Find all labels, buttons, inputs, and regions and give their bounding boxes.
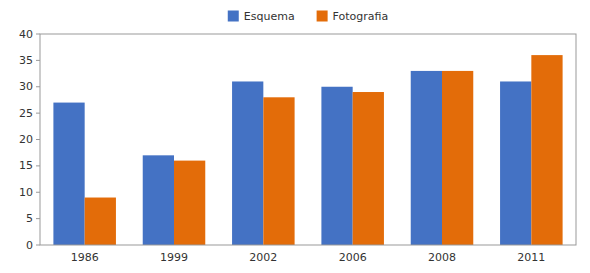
x-tick-label: 1999 [160, 251, 188, 264]
bar [53, 103, 84, 245]
y-tick [36, 86, 40, 87]
y-tick-label: 40 [19, 28, 33, 41]
x-tick-label: 2006 [339, 251, 367, 264]
legend-item: Esquema [228, 10, 295, 23]
legend-swatch [317, 11, 328, 22]
y-tick [36, 192, 40, 193]
bar [174, 161, 205, 245]
bar [411, 71, 442, 245]
y-tick-label: 25 [19, 107, 33, 120]
legend-swatch [228, 11, 239, 22]
bar [143, 155, 174, 245]
bar [85, 198, 116, 245]
y-tick-label: 10 [19, 186, 33, 199]
bar [321, 87, 352, 245]
legend: Esquema Fotografia [228, 10, 388, 23]
y-tick [36, 34, 40, 35]
legend-label: Esquema [244, 10, 295, 23]
bar [232, 81, 263, 245]
chart-container: 0 5 10 15 20 25 30 35 40 1986 1999 2002 2006 2008 2011… [0, 0, 590, 273]
x-tick-label: 2002 [249, 251, 277, 264]
y-tick-label: 15 [19, 159, 33, 172]
x-axis: 1986 1999 2002 2006 2008 2011 [71, 251, 546, 264]
y-tick [36, 165, 40, 166]
y-tick [36, 60, 40, 61]
bar [263, 97, 294, 245]
legend-item: Fotografia [317, 10, 389, 23]
y-axis: 0 5 10 15 20 25 30 35 40 [19, 28, 40, 252]
bars [53, 55, 562, 245]
bar [500, 81, 531, 245]
y-tick-label: 0 [26, 239, 33, 252]
plot-frame [40, 34, 576, 245]
bar [442, 71, 473, 245]
y-tick [36, 113, 40, 114]
x-tick-label: 2008 [428, 251, 456, 264]
y-tick-label: 5 [26, 212, 33, 225]
y-tick [36, 218, 40, 219]
x-tick-label: 2011 [517, 251, 545, 264]
legend-label: Fotografia [333, 10, 389, 23]
chart-svg: 0 5 10 15 20 25 30 35 40 1986 1999 2002 2006 2008 2011… [0, 0, 590, 273]
x-tick-label: 1986 [71, 251, 99, 264]
bar [353, 92, 384, 245]
y-tick [36, 245, 40, 246]
y-tick-label: 20 [19, 133, 33, 146]
bar [531, 55, 562, 245]
y-tick-label: 35 [19, 54, 33, 67]
y-tick [36, 139, 40, 140]
y-tick-label: 30 [19, 80, 33, 93]
plot-area [40, 34, 576, 245]
